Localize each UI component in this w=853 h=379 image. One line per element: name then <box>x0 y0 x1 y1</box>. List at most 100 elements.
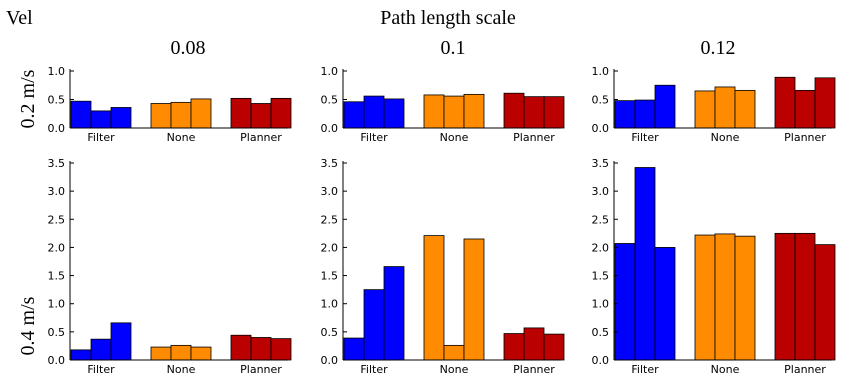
bar-none-1 <box>150 103 172 129</box>
y-tick-label: 0.0 <box>48 354 66 367</box>
x-tick-label: None <box>440 363 469 376</box>
bar-filter-1 <box>343 101 365 129</box>
y-tick-label: 1.5 <box>592 270 610 283</box>
y-tick-label: 1.0 <box>592 298 610 311</box>
panel-r0-c1: Filter None Planner 0.0 0.5 1.0 <box>321 65 565 144</box>
x-tick-label: Filter <box>631 363 659 376</box>
y-tick-label: 0.5 <box>321 94 339 107</box>
y-tick-label: 3.0 <box>321 185 339 198</box>
column-label-2: 0.12 <box>701 37 736 59</box>
panel-r1-c1: Filter None Planner 0.0 0.5 1.0 1.5 2.0 2.5 3.0 3.… <box>321 157 565 376</box>
bar-planner-2 <box>250 103 272 129</box>
bar-filter-2 <box>634 167 656 361</box>
bar-filter-1 <box>70 100 92 129</box>
y-tick-label: 0.5 <box>48 326 66 339</box>
y-tick-label: 0.0 <box>592 122 610 135</box>
bar-none-3 <box>734 235 756 361</box>
x-tick-label: Planner <box>240 363 282 376</box>
bar-planner-2 <box>794 89 816 129</box>
x-tick-label: Planner <box>513 131 555 144</box>
y-tick-label: 0.5 <box>592 326 610 339</box>
panel-r0-c0: Filter None Planner 0.0 0.5 1.0 <box>48 65 292 144</box>
y-tick-label: 3.0 <box>592 185 610 198</box>
column-label-1: 0.1 <box>441 37 466 59</box>
bar-planner-1 <box>230 97 252 129</box>
column-label-0: 0.08 <box>171 37 206 59</box>
row-label-1: 0.4 m/s <box>17 296 39 355</box>
x-tick-label: None <box>711 363 740 376</box>
y-tick-label: 1.0 <box>321 65 339 78</box>
x-tick-label: Filter <box>360 363 388 376</box>
y-tick-label: 1.5 <box>48 270 66 283</box>
bar-filter-1 <box>70 349 92 361</box>
bar-planner-3 <box>543 96 565 129</box>
bar-planner-2 <box>794 232 816 361</box>
y-tick-label: 2.0 <box>321 241 339 254</box>
x-tick-label: Filter <box>87 363 115 376</box>
y-tick-label: 2.5 <box>48 213 66 226</box>
y-tick-label: 0.0 <box>592 354 610 367</box>
bar-planner-3 <box>270 97 292 129</box>
bar-filter-1 <box>614 243 636 361</box>
x-tick-label: Planner <box>784 363 826 376</box>
bar-none-2 <box>170 344 192 361</box>
y-tick-label: 0.5 <box>592 94 610 107</box>
bar-none-3 <box>463 93 485 129</box>
panel-r1-c2: Filter None Planner 0.0 0.5 1.0 1.5 2.0 2.5 3.0 3.… <box>592 157 836 376</box>
y-tick-label: 2.0 <box>48 241 66 254</box>
y-tick-label: 0.5 <box>321 326 339 339</box>
bar-none-1 <box>694 234 716 361</box>
bar-planner-3 <box>543 333 565 361</box>
bar-none-2 <box>714 86 736 129</box>
y-tick-label: 2.0 <box>592 241 610 254</box>
y-tick-label: 3.5 <box>592 157 610 170</box>
x-tick-label: Planner <box>513 363 555 376</box>
panel-grid: Filter None Planner 0.0 0.5 1.0 Filter None Plan… <box>48 65 836 376</box>
x-tick-label: Filter <box>360 131 388 144</box>
bar-planner-1 <box>503 333 525 361</box>
y-tick-label: 3.5 <box>48 157 66 170</box>
bar-none-3 <box>463 238 485 361</box>
y-tick-label: 2.5 <box>592 213 610 226</box>
bar-filter-3 <box>383 98 405 129</box>
x-tick-label: None <box>711 131 740 144</box>
bar-none-3 <box>190 346 212 361</box>
x-tick-label: None <box>440 131 469 144</box>
y-tick-label: 1.0 <box>48 298 66 311</box>
panel-r0-c2: Filter None Planner 0.0 0.5 1.0 <box>592 65 836 144</box>
bar-filter-1 <box>343 337 365 361</box>
column-title: Path length scale <box>380 7 516 29</box>
y-tick-label: 0.0 <box>321 122 339 135</box>
x-tick-label: None <box>167 363 196 376</box>
y-tick-label: 2.5 <box>321 213 339 226</box>
y-tick-label: 3.0 <box>48 185 66 198</box>
bar-none-1 <box>694 90 716 129</box>
bar-filter-2 <box>634 99 656 129</box>
bar-none-2 <box>714 233 736 361</box>
y-tick-label: 0.5 <box>48 94 66 107</box>
bar-planner-1 <box>774 232 796 361</box>
bar-filter-2 <box>90 338 112 361</box>
bar-none-1 <box>423 94 445 129</box>
bar-none-1 <box>423 235 445 361</box>
bar-planner-2 <box>523 96 545 129</box>
y-tick-label: 1.0 <box>321 298 339 311</box>
bar-none-3 <box>190 98 212 129</box>
x-tick-label: Planner <box>240 131 282 144</box>
panel-r1-c0: Filter None Planner 0.0 0.5 1.0 1.5 2.0 2.5 3.0 3.… <box>48 157 292 376</box>
bar-filter-3 <box>110 322 132 361</box>
bar-planner-1 <box>230 334 252 361</box>
bar-filter-1 <box>614 100 636 129</box>
bar-none-2 <box>443 344 465 361</box>
y-tick-label: 1.5 <box>321 270 339 283</box>
bar-planner-2 <box>523 327 545 361</box>
bar-filter-2 <box>90 110 112 129</box>
bar-planner-3 <box>814 244 836 361</box>
bar-none-3 <box>734 89 756 129</box>
bar-filter-2 <box>363 95 385 129</box>
bar-filter-3 <box>654 247 676 361</box>
bar-none-2 <box>443 95 465 129</box>
x-tick-label: Filter <box>631 131 659 144</box>
bar-planner-3 <box>814 77 836 129</box>
